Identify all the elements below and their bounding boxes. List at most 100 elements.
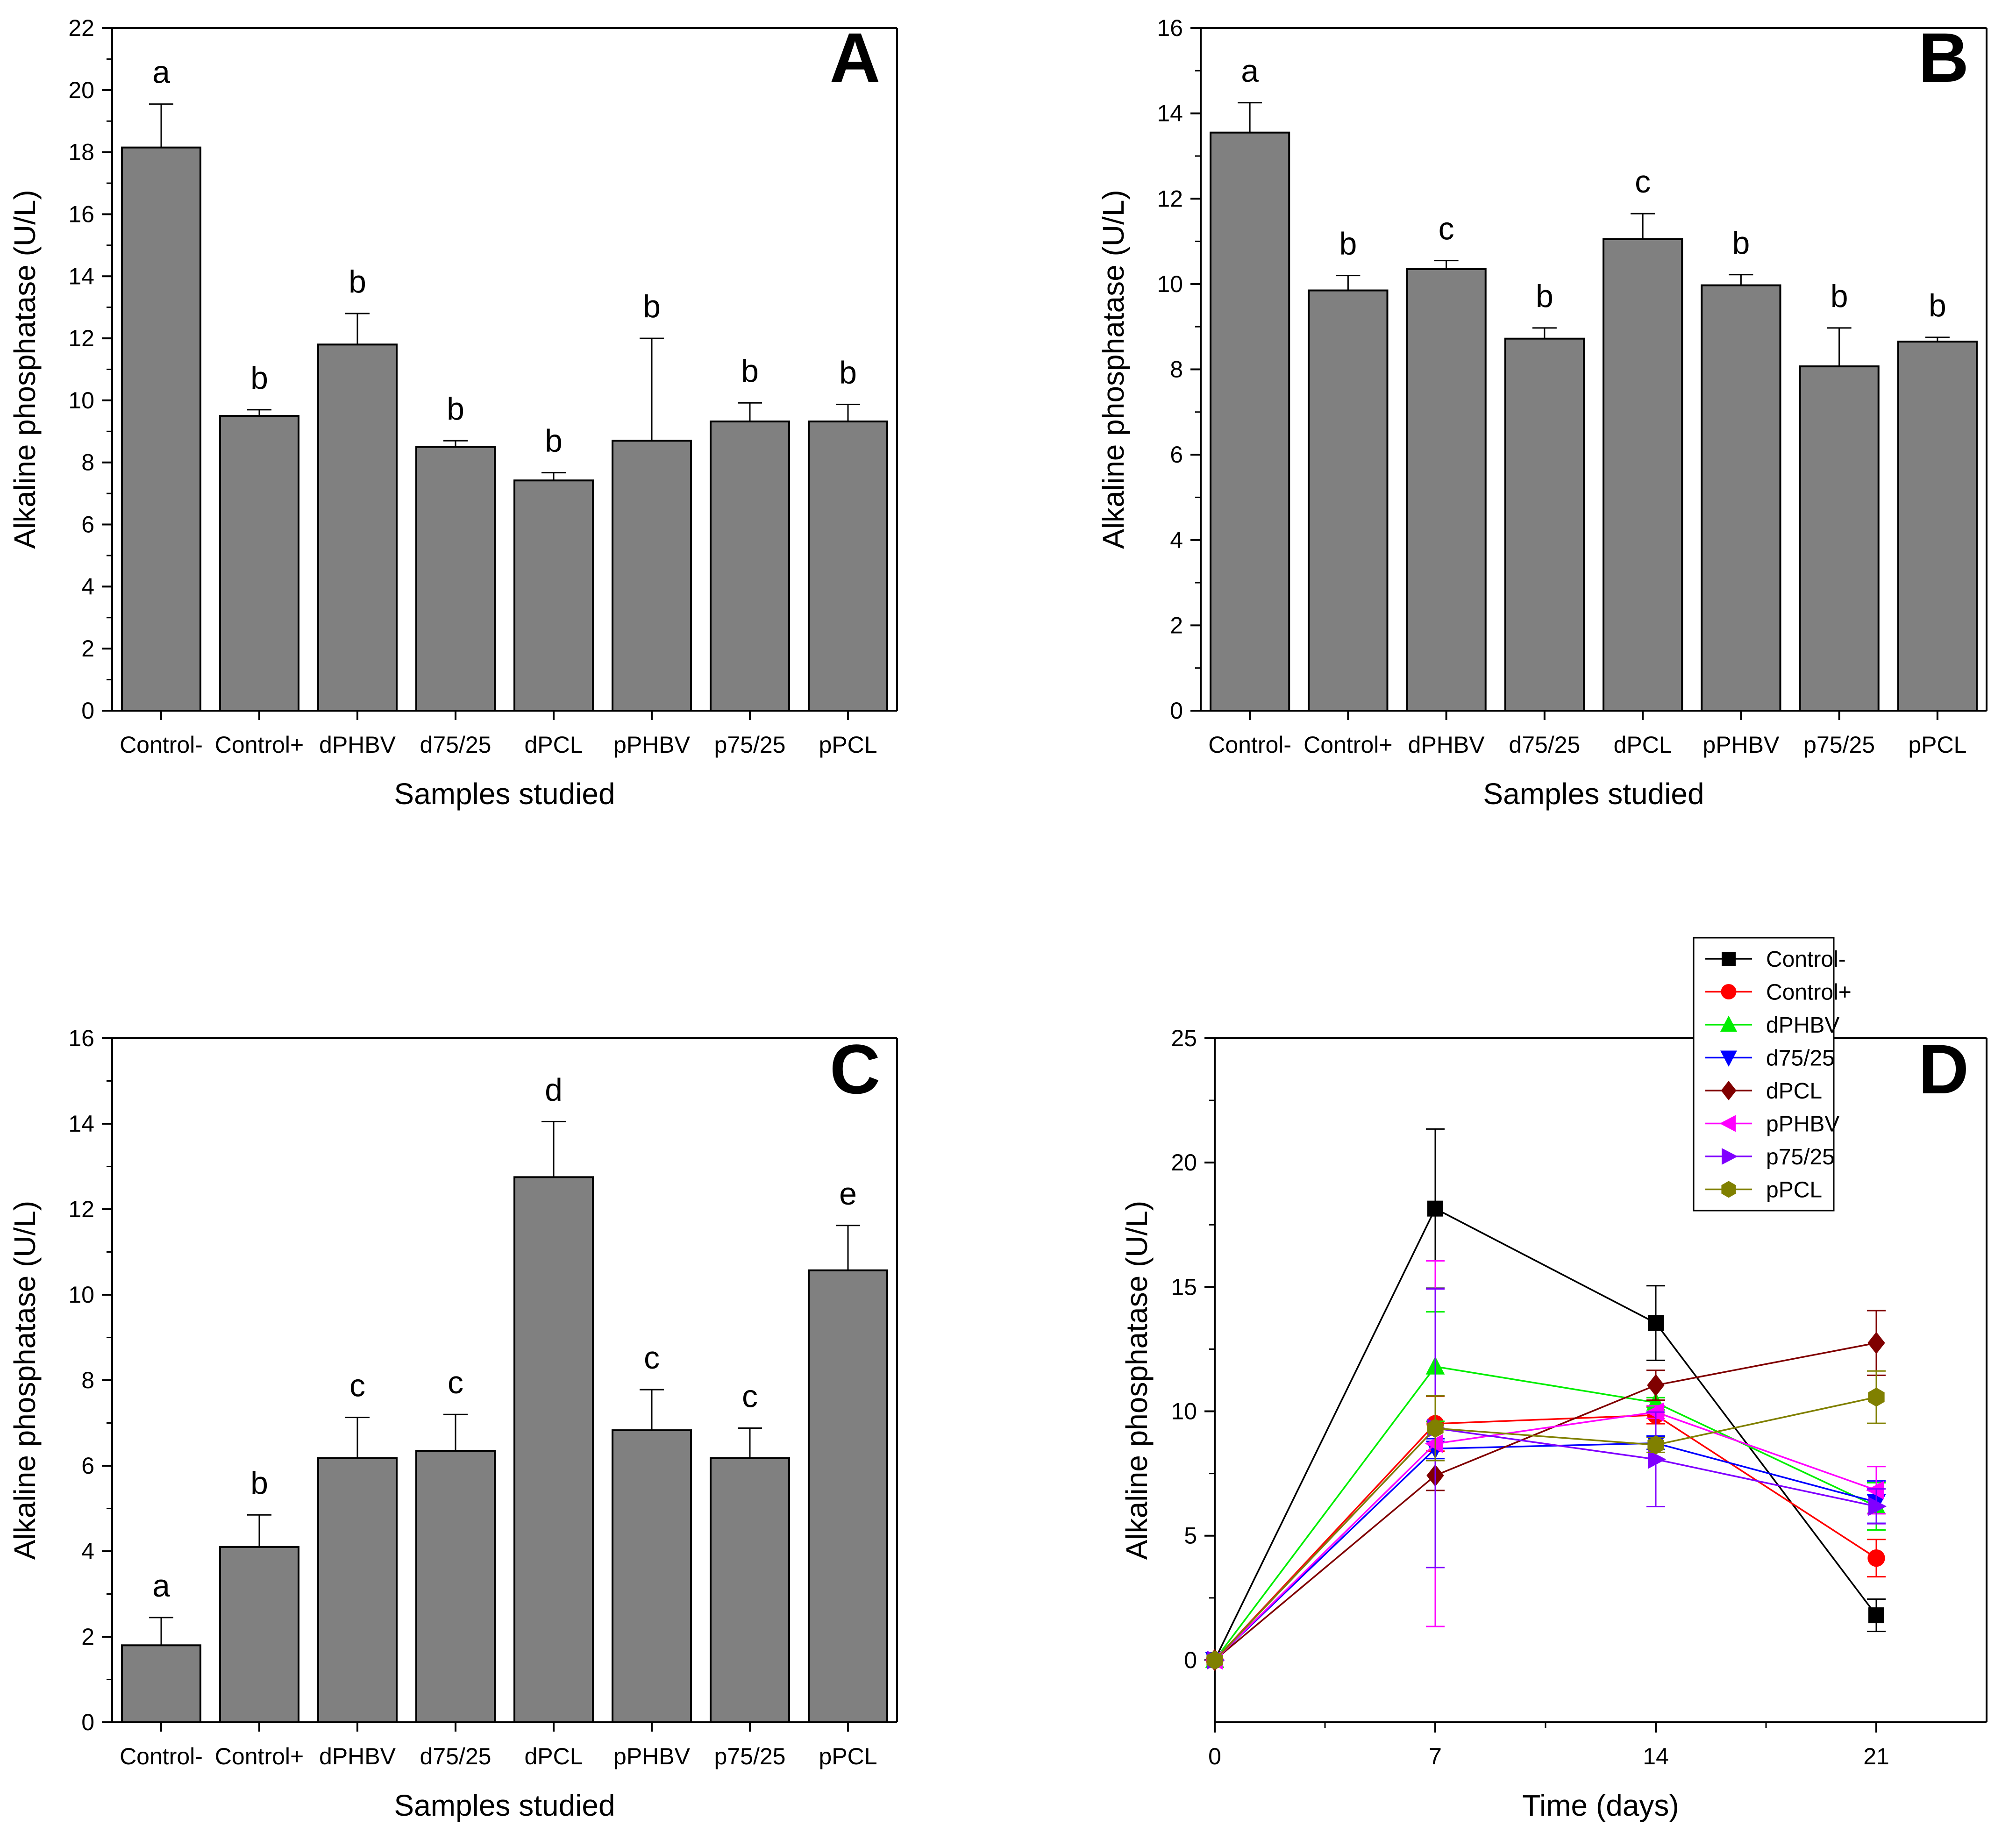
legend: Control- Control+ dPHBV d75/25 dPCL pPHBV p75/…: [1693, 937, 1852, 1212]
bar: [121, 146, 201, 712]
bar-chart-panel-b: 0 2 4 6 8 10 12 14 16 Alkaline phosphatase (U/L) S…: [1097, 15, 1988, 811]
y-axis-title: Alkaline phosphatase (U/L): [1097, 190, 1130, 549]
bar: [808, 421, 888, 712]
panel-letter: A: [830, 18, 880, 97]
data-point: [1721, 1081, 1737, 1100]
significance-letter: b: [1339, 226, 1357, 262]
x-tick-label: 14: [1643, 1743, 1669, 1769]
data-point: [1648, 1315, 1664, 1331]
y-tick-label: 10: [1157, 271, 1183, 297]
legend-label: dPCL: [1766, 1079, 1822, 1104]
significance-letter: b: [349, 264, 366, 300]
series-line: [1214, 1207, 1877, 1661]
data-point: [1868, 1497, 1887, 1516]
significance-letter: b: [250, 1465, 268, 1501]
bar: [808, 1269, 888, 1723]
significance-letter: c: [644, 1340, 660, 1376]
bar: [219, 415, 299, 712]
legend-label: d75/25: [1766, 1046, 1835, 1071]
data-point: [1720, 1015, 1737, 1032]
x-tick-label: 0: [1208, 1743, 1221, 1769]
y-tick-label: 8: [1170, 357, 1183, 383]
bar: [317, 343, 398, 712]
y-tick-label: 10: [68, 387, 94, 414]
significance-letter: b: [1732, 225, 1750, 261]
x-tick-label: d75/25: [420, 1743, 492, 1769]
y-tick-label: 22: [68, 15, 94, 41]
significance-letter: c: [742, 1378, 758, 1414]
y-tick-label: 12: [68, 325, 94, 351]
bar: [710, 1457, 790, 1723]
series-line: [1214, 1411, 1877, 1661]
series-line: [1214, 1365, 1877, 1661]
x-tick-label: Control-: [120, 732, 203, 758]
y-tick-label: 20: [1171, 1149, 1197, 1176]
y-tick-label: 2: [81, 1624, 94, 1650]
legend-label: Control-: [1766, 947, 1846, 972]
y-tick-label: 25: [1171, 1025, 1197, 1051]
data-point: [1722, 952, 1736, 966]
bar: [513, 479, 594, 712]
panel-letter: C: [830, 1030, 880, 1108]
y-tick-label: 14: [68, 263, 94, 289]
y-axis-title: Alkaline phosphatase (U/L): [8, 190, 42, 549]
series-p75-25: [1207, 1288, 1887, 1670]
bar: [513, 1176, 594, 1723]
x-tick-label: dPHBV: [1408, 732, 1485, 758]
y-tick-label: 5: [1184, 1523, 1197, 1549]
y-axis-title: Alkaline phosphatase (U/L): [1120, 1201, 1154, 1560]
legend-label: Control+: [1766, 980, 1852, 1005]
x-tick-label: Control-: [120, 1743, 203, 1769]
data-point: [1868, 1387, 1885, 1407]
significance-letter: b: [545, 423, 563, 459]
y-tick-label: 6: [81, 512, 94, 538]
data-point: [1868, 1607, 1884, 1624]
y-tick-label: 6: [81, 1453, 94, 1479]
data-point: [1427, 1419, 1444, 1438]
x-tick-label: pPCL: [819, 1743, 877, 1769]
data-point: [1866, 1480, 1884, 1500]
data-point: [1647, 1374, 1665, 1397]
significance-letter: a: [1241, 53, 1259, 89]
significance-letter: a: [152, 1568, 170, 1604]
data-point: [1721, 1181, 1736, 1198]
x-tick-label: Control+: [1304, 732, 1392, 758]
y-tick-label: 0: [81, 1709, 94, 1735]
significance-letter: c: [1635, 164, 1651, 200]
bar-chart-panel-a: 0 2 4 6 8 10 12 14 16 18 20 22 Alkaline phosphatase …: [8, 15, 898, 811]
x-tick-label: d75/25: [420, 732, 492, 758]
panel-letter: B: [1918, 18, 1969, 97]
x-axis-title: Samples studied: [394, 1789, 615, 1822]
bar: [415, 1449, 496, 1724]
data-point: [1206, 1650, 1223, 1670]
y-tick-label: 18: [68, 139, 94, 165]
data-point: [1648, 1449, 1667, 1469]
x-tick-label: dPHBV: [319, 1743, 396, 1769]
data-point: [1720, 1050, 1737, 1067]
data-point: [1719, 1115, 1736, 1132]
bar: [1603, 238, 1683, 712]
y-tick-label: 14: [68, 1111, 94, 1137]
significance-letter: b: [839, 355, 857, 391]
x-tick-label: Control+: [215, 1743, 304, 1769]
legend-box: [1693, 937, 1835, 1212]
significance-letter: c: [1439, 211, 1454, 247]
x-axis-title: Time (days): [1522, 1789, 1679, 1822]
x-tick-label: Control-: [1208, 732, 1291, 758]
bar: [710, 421, 790, 712]
legend-label: pPCL: [1766, 1178, 1822, 1203]
data-point: [1425, 1434, 1443, 1454]
y-tick-label: 15: [1171, 1274, 1197, 1300]
y-tick-label: 0: [81, 698, 94, 724]
data-point: [1867, 1549, 1885, 1567]
data-point: [1647, 1435, 1664, 1455]
bar: [1406, 268, 1487, 712]
data-point: [1721, 984, 1737, 999]
data-point: [1427, 1200, 1443, 1217]
bar: [121, 1644, 201, 1724]
significance-letter: b: [741, 353, 759, 389]
y-tick-label: 0: [1184, 1647, 1197, 1673]
x-tick-label: pPCL: [1908, 732, 1966, 758]
y-tick-label: 12: [1157, 185, 1183, 212]
